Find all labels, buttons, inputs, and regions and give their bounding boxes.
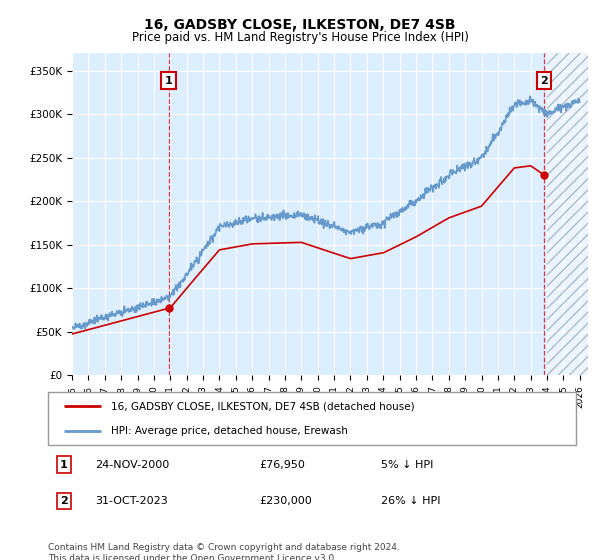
Text: 16, GADSBY CLOSE, ILKESTON, DE7 4SB (detached house): 16, GADSBY CLOSE, ILKESTON, DE7 4SB (det… [112,402,415,412]
Text: Contains HM Land Registry data © Crown copyright and database right 2024.
This d: Contains HM Land Registry data © Crown c… [48,543,400,560]
Text: 2: 2 [541,76,548,86]
Text: £76,950: £76,950 [259,460,305,470]
Text: 5% ↓ HPI: 5% ↓ HPI [380,460,433,470]
Bar [547,53,588,375]
Text: 16, GADSBY CLOSE, ILKESTON, DE7 4SB: 16, GADSBY CLOSE, ILKESTON, DE7 4SB [144,18,456,32]
Text: 26% ↓ HPI: 26% ↓ HPI [380,496,440,506]
Text: 24-NOV-2000: 24-NOV-2000 [95,460,170,470]
Text: Price paid vs. HM Land Registry's House Price Index (HPI): Price paid vs. HM Land Registry's House … [131,31,469,44]
Text: 2: 2 [60,496,68,506]
Text: HPI: Average price, detached house, Erewash: HPI: Average price, detached house, Erew… [112,426,348,436]
FancyBboxPatch shape [48,392,576,445]
Bar [547,53,588,375]
Text: 1: 1 [165,76,173,86]
Text: 31-OCT-2023: 31-OCT-2023 [95,496,168,506]
Text: 1: 1 [60,460,68,470]
Text: £230,000: £230,000 [259,496,312,506]
